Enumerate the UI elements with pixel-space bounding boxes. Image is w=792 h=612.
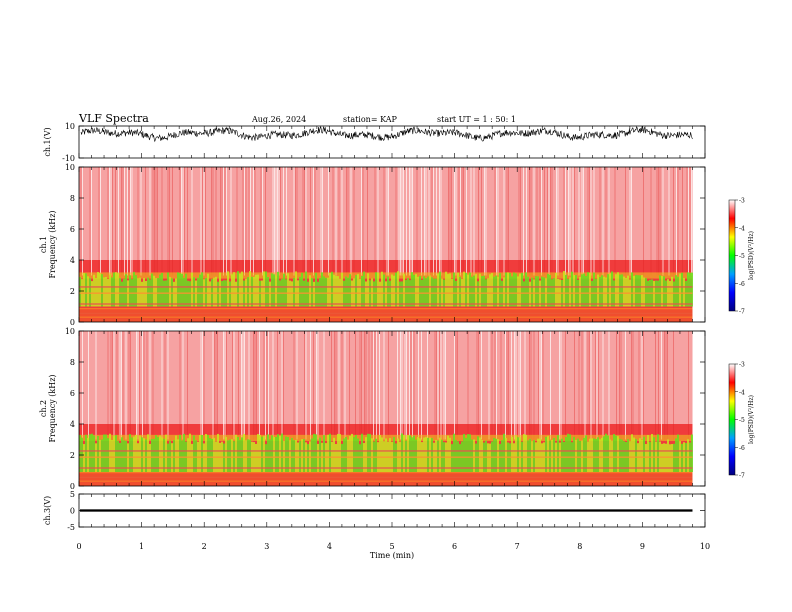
colorbar-label: log(PSD)(V²/Hz) (748, 231, 755, 280)
x-tick-label: 10 (700, 542, 710, 551)
x-tick-label: 0 (76, 542, 81, 551)
colorbar-tick-label: -6 (739, 281, 745, 288)
colorbar-tick-label: -5 (739, 417, 745, 424)
colorbar-2 (728, 363, 736, 476)
x-tick-label: 1 (139, 542, 144, 551)
x-tick-label: 4 (327, 542, 332, 551)
x-tick-label: 3 (264, 542, 269, 551)
x-axis-label: Time (min) (370, 551, 414, 560)
colorbar-1 (728, 199, 736, 312)
ch1-spectrogram (79, 167, 693, 322)
x-tick-label: 7 (515, 542, 520, 551)
y-tick-label: 4 (70, 256, 75, 265)
y-tick-label: 8 (70, 358, 75, 367)
y-tick-label: 10 (65, 163, 75, 172)
y-axis-label: ch.1(V) (43, 127, 52, 156)
start-ut-label: start UT = 1 : 50: 1 (437, 115, 516, 124)
y-axis-label: ch.2 (39, 400, 48, 417)
y-tick-label: 5 (70, 490, 75, 499)
ch3-trace (80, 509, 693, 512)
y-axis-label: Frequency (kHz) (48, 374, 57, 442)
x-tick-label: 5 (389, 542, 394, 551)
colorbar-label: log(PSD)(V²/Hz) (748, 395, 755, 444)
x-tick-label: 2 (202, 542, 207, 551)
colorbar-tick-label: -3 (739, 362, 745, 369)
y-tick-label: 0 (70, 507, 75, 516)
figure-title: VLF Spectra (79, 112, 149, 125)
y-tick-label: 10 (65, 327, 75, 336)
colorbar-tick-label: -3 (739, 198, 745, 205)
y-tick-label: 0 (70, 318, 75, 327)
colorbar-tick-label: -5 (739, 253, 745, 260)
y-tick-label: 6 (70, 389, 75, 398)
y-axis-label: Frequency (kHz) (48, 210, 57, 278)
station-label: station= KAP (343, 115, 397, 124)
colorbar-tick-label: -6 (739, 445, 745, 452)
y-axis-label: ch.1 (39, 236, 48, 253)
colorbar-tick-label: -7 (739, 473, 745, 480)
y-tick-label: 2 (70, 451, 75, 460)
ch1-trace (80, 125, 693, 143)
ch2-spectrogram (79, 331, 693, 486)
y-tick-label: 4 (70, 420, 75, 429)
y-tick-label: 10 (65, 122, 75, 131)
y-tick-label: 6 (70, 225, 75, 234)
y-tick-label: 2 (70, 287, 75, 296)
date-label: Aug.26, 2024 (252, 115, 307, 124)
colorbar-tick-label: -4 (739, 389, 745, 396)
y-tick-label: -5 (67, 523, 75, 532)
x-tick-label: 8 (577, 542, 582, 551)
y-tick-label: -10 (62, 154, 75, 163)
colorbar-tick-label: -4 (739, 225, 745, 232)
colorbar-tick-label: -7 (739, 309, 745, 316)
spectrogram-upper-band (79, 331, 693, 424)
x-tick-label: 9 (640, 542, 645, 551)
y-axis-label: ch.3(V) (43, 496, 52, 525)
x-tick-label: 6 (452, 542, 457, 551)
y-tick-label: 0 (70, 482, 75, 491)
y-tick-label: 8 (70, 194, 75, 203)
